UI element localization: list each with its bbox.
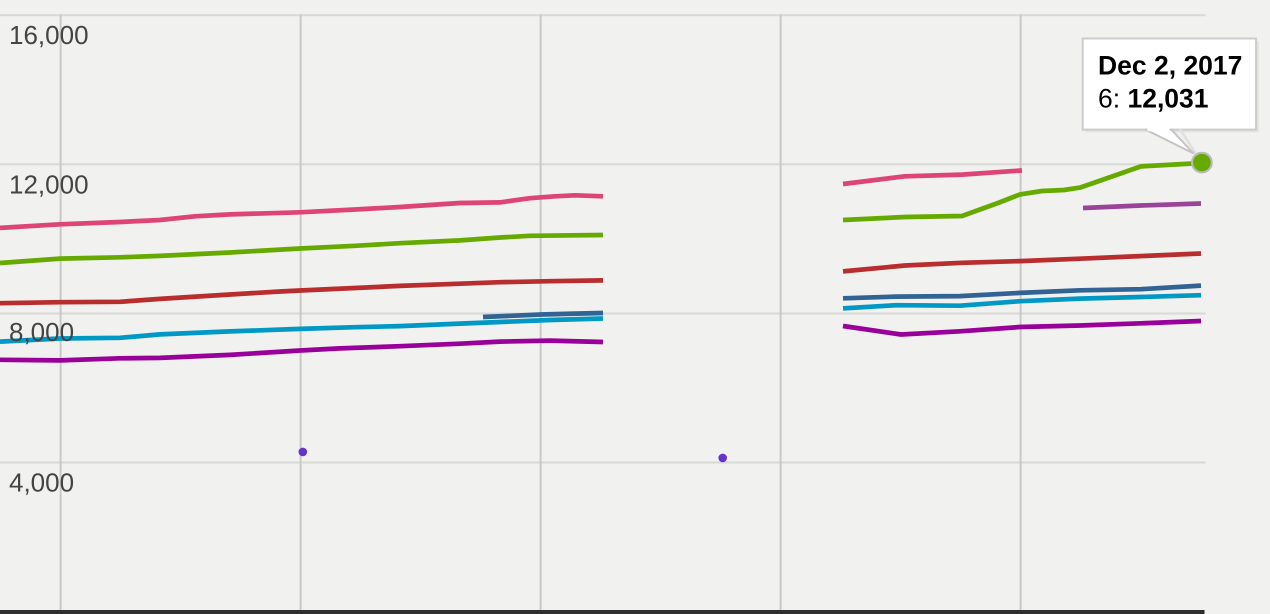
svg-text:6: 12,031: 6: 12,031 xyxy=(1098,84,1209,114)
svg-text:12,000: 12,000 xyxy=(9,169,89,199)
svg-text:Dec 2, 2017: Dec 2, 2017 xyxy=(1098,51,1242,81)
svg-text:8,000: 8,000 xyxy=(9,317,74,347)
svg-text:4,000: 4,000 xyxy=(9,468,74,498)
svg-text:16,000: 16,000 xyxy=(9,20,89,50)
